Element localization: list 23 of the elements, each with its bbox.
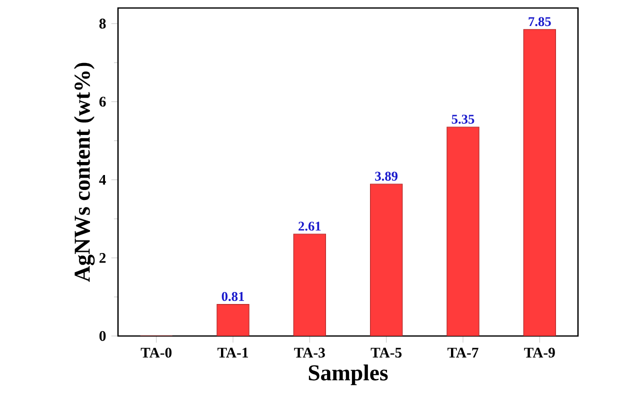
x-axis-title: Samples bbox=[308, 364, 388, 386]
data-label: 3.89 bbox=[375, 172, 398, 181]
x-tick-label: TA-1 bbox=[217, 348, 248, 358]
y-tick-label: 6 bbox=[99, 96, 106, 107]
bar bbox=[446, 126, 480, 336]
bar bbox=[523, 29, 556, 336]
data-label: 5.35 bbox=[452, 114, 474, 124]
data-label: 0.81 bbox=[222, 292, 244, 302]
y-axis-title: AgNWs content (wt%) bbox=[74, 62, 95, 282]
y-tick-label: 0 bbox=[99, 331, 106, 341]
bar bbox=[293, 234, 326, 336]
x-tick-label: TA-7 bbox=[447, 348, 478, 358]
x-tick-label: TA-5 bbox=[370, 348, 402, 358]
y-tick-label: 8 bbox=[99, 18, 106, 29]
bar bbox=[370, 184, 403, 336]
data-label: 2.61 bbox=[298, 222, 321, 231]
y-tick-label: 2 bbox=[100, 253, 106, 263]
x-tick-label: TA-9 bbox=[524, 348, 555, 358]
x-tick-label: TA-0 bbox=[140, 348, 172, 358]
data-label: 7.85 bbox=[528, 17, 551, 26]
y-tick-label: 4 bbox=[99, 174, 106, 185]
x-tick-label: TA-3 bbox=[294, 348, 325, 358]
bar bbox=[216, 304, 250, 336]
